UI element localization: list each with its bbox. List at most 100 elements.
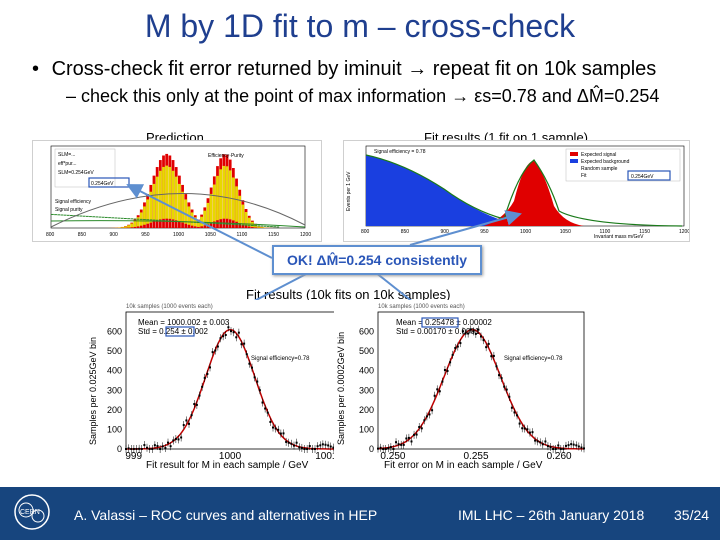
prediction-bg-mark [104,216,108,218]
prediction-bg-mark [152,219,156,221]
hist-mean-header: 10k samples (1000 events each) [126,304,213,310]
legend-signal-swatch [570,152,578,156]
fit-one-xtick: 900 [441,229,450,235]
prediction-bar-sig [219,169,223,220]
prediction-bar-sig [120,227,124,228]
fit-one-xtick: 1150 [639,229,650,235]
footer-author: A. Valassi – ROC curves and alternatives… [74,507,378,523]
prediction-xtick: 900 [110,232,119,238]
prediction-bar-sig [174,176,178,221]
prediction-legend-4: Signal efficiency [55,199,92,205]
prediction-bg-mark [212,222,216,224]
prediction-bar-sig [155,176,159,221]
prediction-plot: SLM=... eff*pur... SLM=0.254GeV 0.254GeV… [32,140,322,242]
prediction-bar-sig [260,227,264,228]
prediction-legend-3: SLM=0.254GeV [58,170,94,176]
prediction-bg-mark [238,224,242,226]
err-xtick: 0.250 [380,451,405,462]
prediction-bg-mark [146,219,150,221]
prediction-bar-sig [143,206,146,225]
prediction-right-label: Efficiency·Purity [208,153,244,159]
prediction-bg-mark [89,216,92,218]
prediction-bg-mark [158,219,162,221]
prediction-bg-mark [155,219,159,221]
fit-one-xlabel: Invariant mass m/GeV [594,234,644,240]
mean-xtick: 1000 [219,451,242,462]
prediction-bg-mark [79,215,83,217]
prediction-bg-mark [124,217,127,219]
prediction-bg-mark [127,218,130,220]
prediction-bg-mark [276,226,280,228]
prediction-bg-mark [136,218,140,220]
err-xtick: 0.260 [547,451,572,462]
prediction-highlight-text: 0.254GeV [91,181,114,187]
bullet-main-prefix: Cross-check fit error returned by iminui… [51,58,402,80]
fit-one-highlight-box [627,170,671,181]
prediction-bar-sig [216,175,219,221]
mean-xtick: 1001 [315,451,338,462]
prediction-bar-sig [206,202,210,225]
prediction-bar-sig [124,226,127,228]
mean-ytick: 600 [107,327,122,337]
prediction-bg-mark [66,214,70,216]
prediction-bar-sig [181,191,184,223]
fit-one-legend-1: Expected signal [581,152,616,158]
prediction-bg-mark [92,216,96,218]
prediction-bar-sig [203,210,207,226]
prediction-bar-sig [165,165,169,219]
prediction-highlight-box [88,177,130,188]
prediction-bar-sig [257,226,261,228]
prediction-bar-sig [209,193,213,223]
mean-ytick: 200 [107,405,122,415]
prediction-bg-mark [273,226,277,228]
slide-title: M by 1D fit to m – cross-check [144,8,576,44]
prediction-bg-mark [82,215,86,217]
prediction-bg-mark [270,226,273,228]
prediction-bg-mark [251,225,254,227]
prediction-bg-mark [57,214,61,216]
prediction-bg-mark [231,223,235,225]
fit-one-xtick: 850 [401,229,410,235]
mean-xtick: 999 [125,451,142,462]
prediction-bg-mark [101,216,105,218]
prediction-bar-sig [127,225,130,228]
bullet-dot-icon: • [32,58,40,80]
prediction-bg-mark [244,224,248,226]
prediction-bg-mark [263,225,267,227]
prediction-bg-mark [247,224,251,226]
prediction-bar-sig [247,217,251,227]
fit-one-highlight-text: 0.254GeV [631,174,654,180]
prediction-bg-mark [228,223,232,225]
prediction-bg-mark [162,220,165,222]
err-ytick: 100 [359,424,374,434]
bullet-main-suffix: repeat fit on 10k samples [432,58,657,80]
hist-err-mean: Mean = 0.25478 ± 0.00002 [396,318,492,327]
prediction-xtick: 1150 [268,232,279,238]
prediction-xtick: 1000 [173,232,184,238]
mean-ytick: 300 [107,385,122,395]
prediction-bar-sig [238,195,242,224]
prediction-bg-mark [108,217,111,219]
prediction-bg-mark [257,225,261,227]
prediction-bg-mark [111,217,115,219]
prediction-bar-sig [168,166,172,219]
prediction-bg-mark [120,217,124,219]
prediction-bg-mark [143,219,146,221]
mean-ytick: 400 [107,366,122,376]
arrow-to-fit-one [409,210,522,246]
hist-mean-eff: Signal efficiency=0.78 [251,356,310,362]
prediction-bg-mark [219,223,223,225]
fit-one-plot-svg: Events per 1 GeV Signal efficiency = 0.7… [346,145,689,240]
prediction-bg-mark [117,217,121,219]
prediction-bg-mark [114,217,118,219]
arrow-to-prediction [126,184,273,259]
hist-mean-ylabel: Samples per 0.025GeV bin [88,337,98,445]
fit-one-legend-2: Expected background [581,159,630,165]
prediction-xtick: 950 [141,232,150,238]
bullet-sub-suffix: εs=0.78 and ΔM̂=0.254 [474,86,660,106]
fit-one-eff: Signal efficiency = 0.78 [374,149,426,155]
prediction-legend-5: Signal purity [55,207,83,213]
fit-one-xtick: 1200 [679,229,689,235]
err-ytick: 600 [359,327,374,337]
prediction-bar-sig [178,183,181,222]
